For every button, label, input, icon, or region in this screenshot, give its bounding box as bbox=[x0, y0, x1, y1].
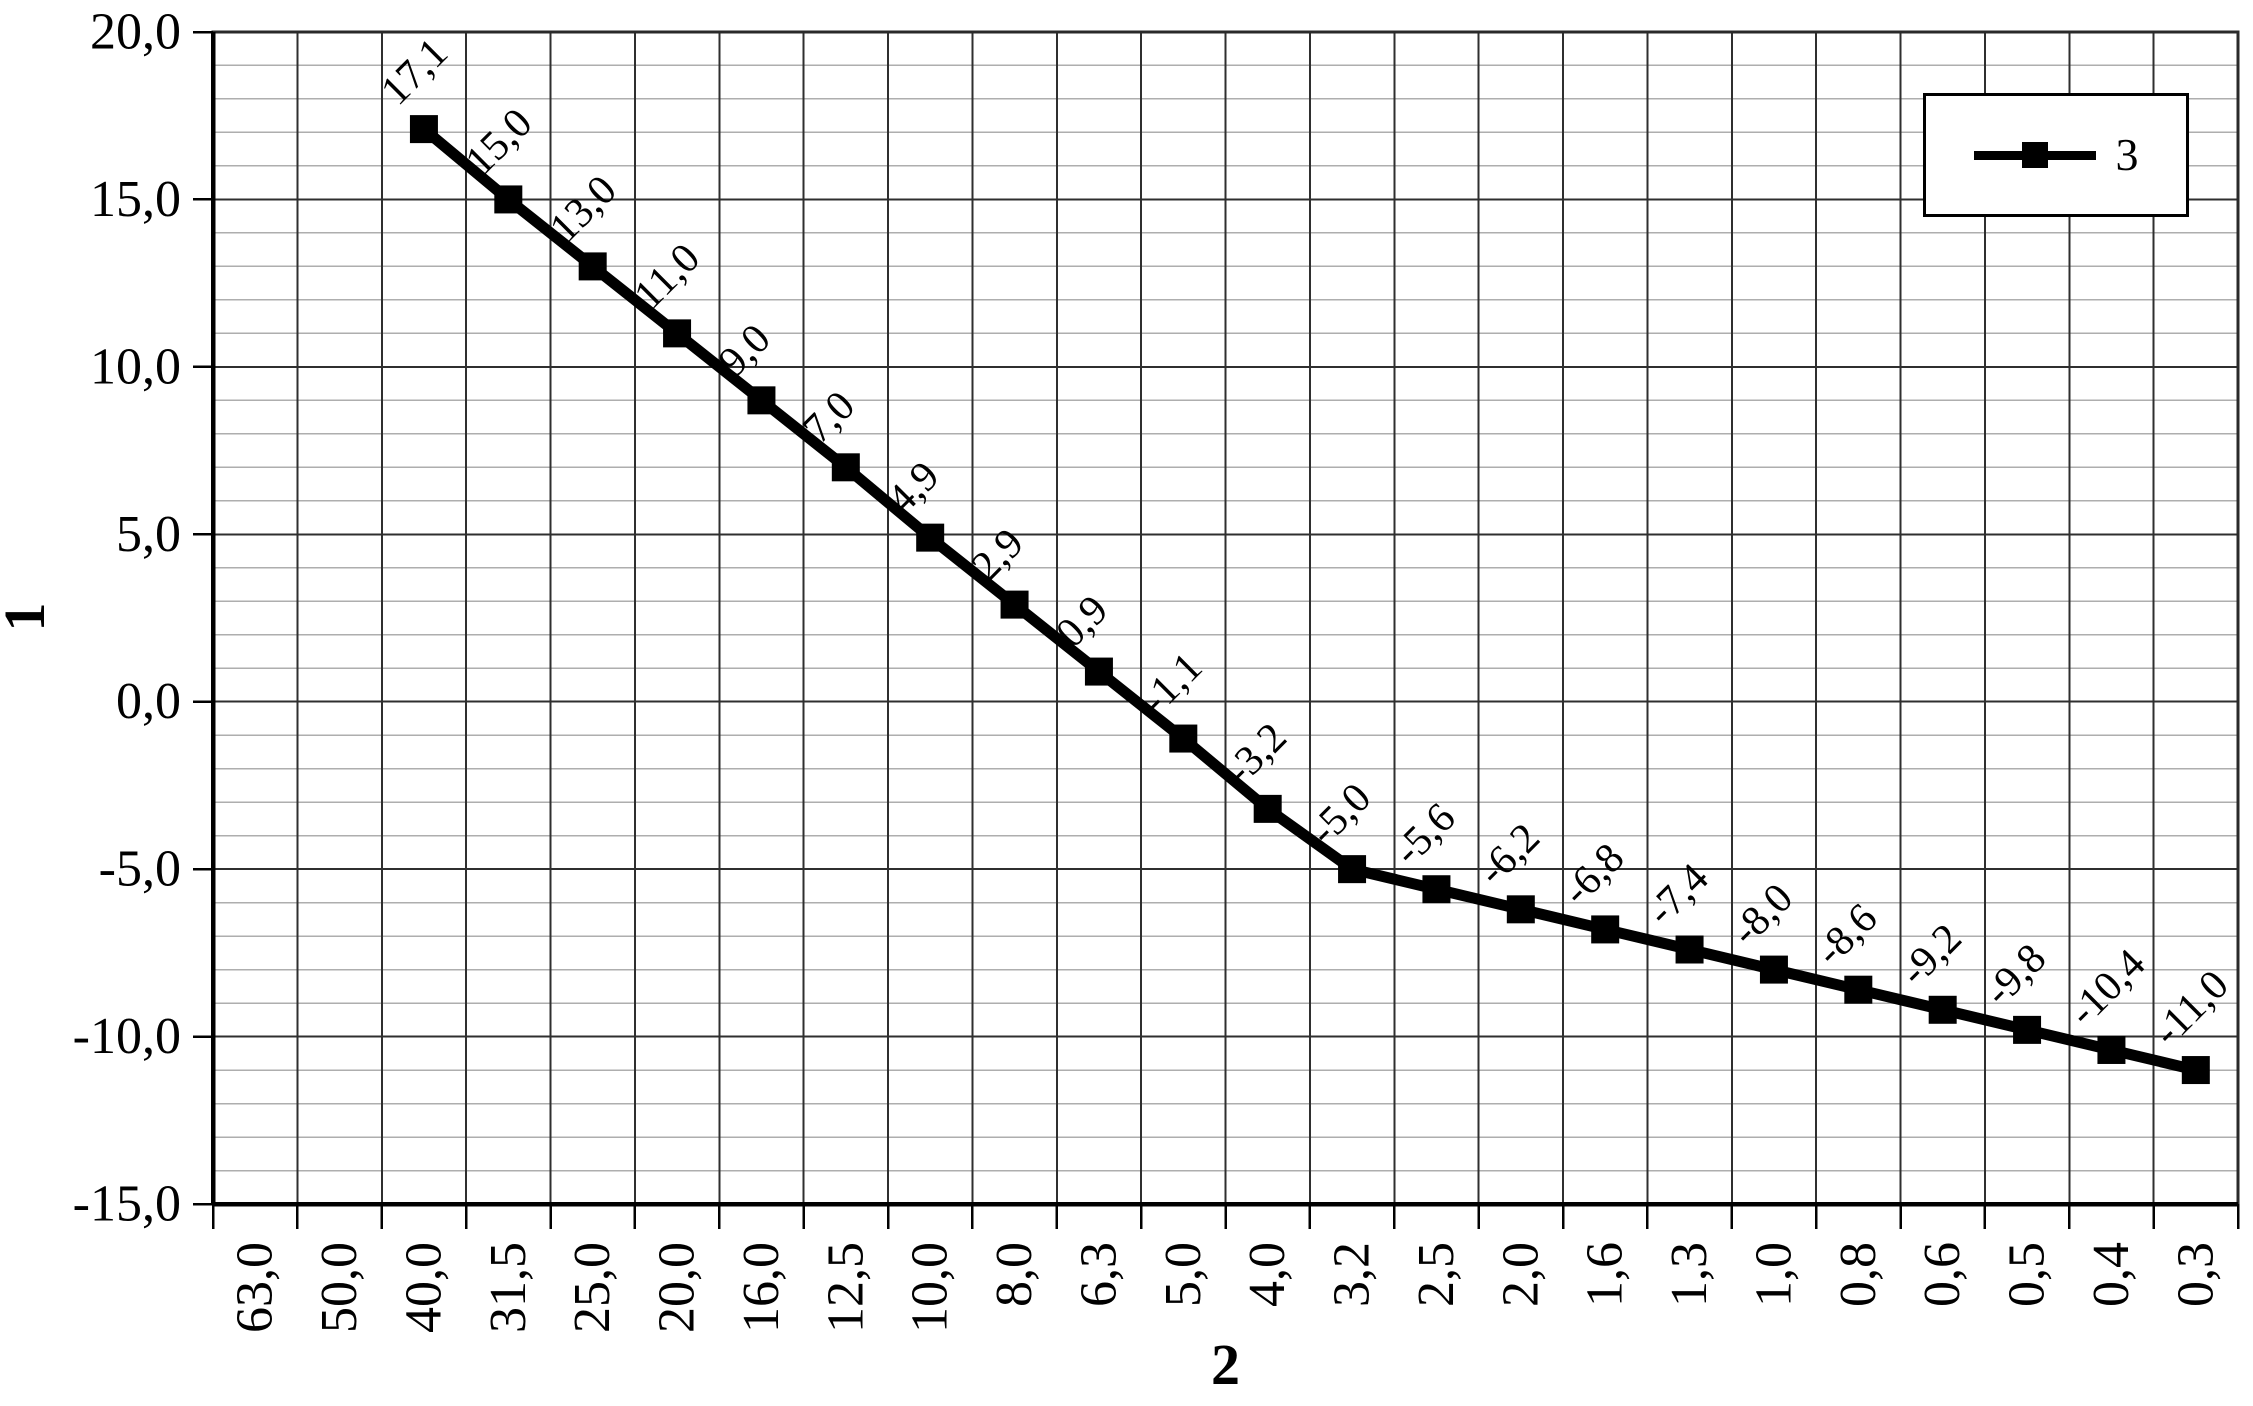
x-tick-label: 0,4 bbox=[2083, 1242, 2140, 1307]
data-point-marker bbox=[1591, 915, 1620, 944]
data-point-marker bbox=[1000, 590, 1029, 619]
data-point-marker bbox=[409, 115, 438, 144]
data-point-marker bbox=[2097, 1035, 2126, 1064]
data-point-marker bbox=[578, 252, 607, 281]
x-tick-label: 40,0 bbox=[395, 1242, 452, 1333]
data-point-label: 2,9 bbox=[963, 520, 1033, 590]
y-tick-label: 10,0 bbox=[90, 338, 181, 395]
y-tick-label: -10,0 bbox=[73, 1008, 181, 1065]
data-point-label: -6,2 bbox=[1469, 815, 1549, 895]
y-tick-label: 20,0 bbox=[90, 4, 181, 61]
data-point-label: 17,1 bbox=[372, 30, 456, 114]
data-point-marker bbox=[831, 453, 860, 482]
x-tick-label: 31,5 bbox=[480, 1242, 537, 1333]
data-point-marker bbox=[1338, 855, 1367, 884]
x-tick-label: 2,0 bbox=[1492, 1242, 1549, 1307]
data-point-marker bbox=[1844, 975, 1873, 1004]
x-tick-label: 5,0 bbox=[1155, 1242, 1212, 1307]
data-point-marker bbox=[1422, 875, 1451, 904]
x-tick-label: 25,0 bbox=[564, 1242, 621, 1333]
legend-square-marker-icon bbox=[2021, 141, 2048, 168]
legend-series-label: 3 bbox=[2115, 129, 2139, 180]
y-tick-label: 0,0 bbox=[116, 673, 181, 730]
data-point-label: 7,0 bbox=[794, 383, 864, 453]
x-tick-label: 0,8 bbox=[1830, 1242, 1887, 1307]
x-tick-label: 4,0 bbox=[1239, 1242, 1296, 1307]
data-point-label: -10,4 bbox=[2060, 941, 2154, 1035]
x-tick-label: 63,0 bbox=[227, 1242, 284, 1333]
data-point-label: -8,6 bbox=[1807, 895, 1887, 975]
data-point-label: -7,4 bbox=[1638, 855, 1718, 935]
legend-line-marker-icon bbox=[1973, 141, 2096, 168]
x-tick-label: 1,0 bbox=[1745, 1242, 1802, 1307]
x-tick-label: 12,5 bbox=[817, 1242, 874, 1333]
x-tick-label: 0,5 bbox=[1999, 1242, 2056, 1307]
data-point-label: -5,6 bbox=[1385, 795, 1465, 875]
data-point-label: -9,2 bbox=[1891, 915, 1971, 995]
x-tick-label: 16,0 bbox=[733, 1242, 790, 1333]
data-point-marker bbox=[2013, 1015, 2042, 1044]
data-point-marker bbox=[916, 523, 945, 552]
x-tick-label: 8,0 bbox=[986, 1242, 1043, 1307]
data-point-marker bbox=[2181, 1056, 2210, 1085]
y-tick-label: 5,0 bbox=[116, 506, 181, 563]
x-tick-label: 1,6 bbox=[1577, 1242, 1634, 1307]
data-point-label: -8,0 bbox=[1722, 875, 1802, 955]
x-axis-title: 2 bbox=[1211, 1332, 1240, 1397]
y-tick-label: 15,0 bbox=[90, 171, 181, 228]
data-point-label: 0,9 bbox=[1047, 587, 1117, 657]
x-tick-label: 20,0 bbox=[649, 1242, 706, 1333]
x-tick-label: 1,3 bbox=[1661, 1242, 1718, 1307]
data-point-marker bbox=[663, 319, 692, 348]
data-point-marker bbox=[1084, 657, 1113, 686]
data-point-marker bbox=[1759, 955, 1788, 984]
x-tick-label: 50,0 bbox=[311, 1242, 368, 1333]
data-point-marker bbox=[1169, 724, 1198, 753]
x-tick-label: 3,2 bbox=[1324, 1242, 1381, 1307]
y-tick-label: -15,0 bbox=[73, 1176, 181, 1233]
y-axis-title: 1 bbox=[0, 582, 66, 652]
legend: 3 bbox=[1923, 93, 2189, 217]
x-tick-label: 10,0 bbox=[902, 1242, 959, 1333]
data-point-label: 9,0 bbox=[710, 316, 780, 386]
data-point-marker bbox=[747, 386, 776, 415]
data-point-marker bbox=[1675, 935, 1704, 964]
data-point-marker bbox=[1253, 794, 1282, 823]
data-point-label: -11,0 bbox=[2144, 962, 2237, 1055]
x-tick-label: 6,3 bbox=[1070, 1242, 1127, 1307]
data-point-marker bbox=[1506, 895, 1535, 924]
x-tick-label: 0,6 bbox=[1914, 1242, 1971, 1307]
x-tick-label: 0,3 bbox=[2167, 1242, 2224, 1307]
data-point-marker bbox=[494, 185, 523, 214]
x-tick-label: 2,5 bbox=[1408, 1242, 1465, 1307]
y-tick-label: -5,0 bbox=[99, 841, 181, 898]
data-point-marker bbox=[1928, 995, 1957, 1024]
series-line bbox=[420, 124, 2198, 1076]
data-point-label: 4,9 bbox=[879, 453, 949, 523]
